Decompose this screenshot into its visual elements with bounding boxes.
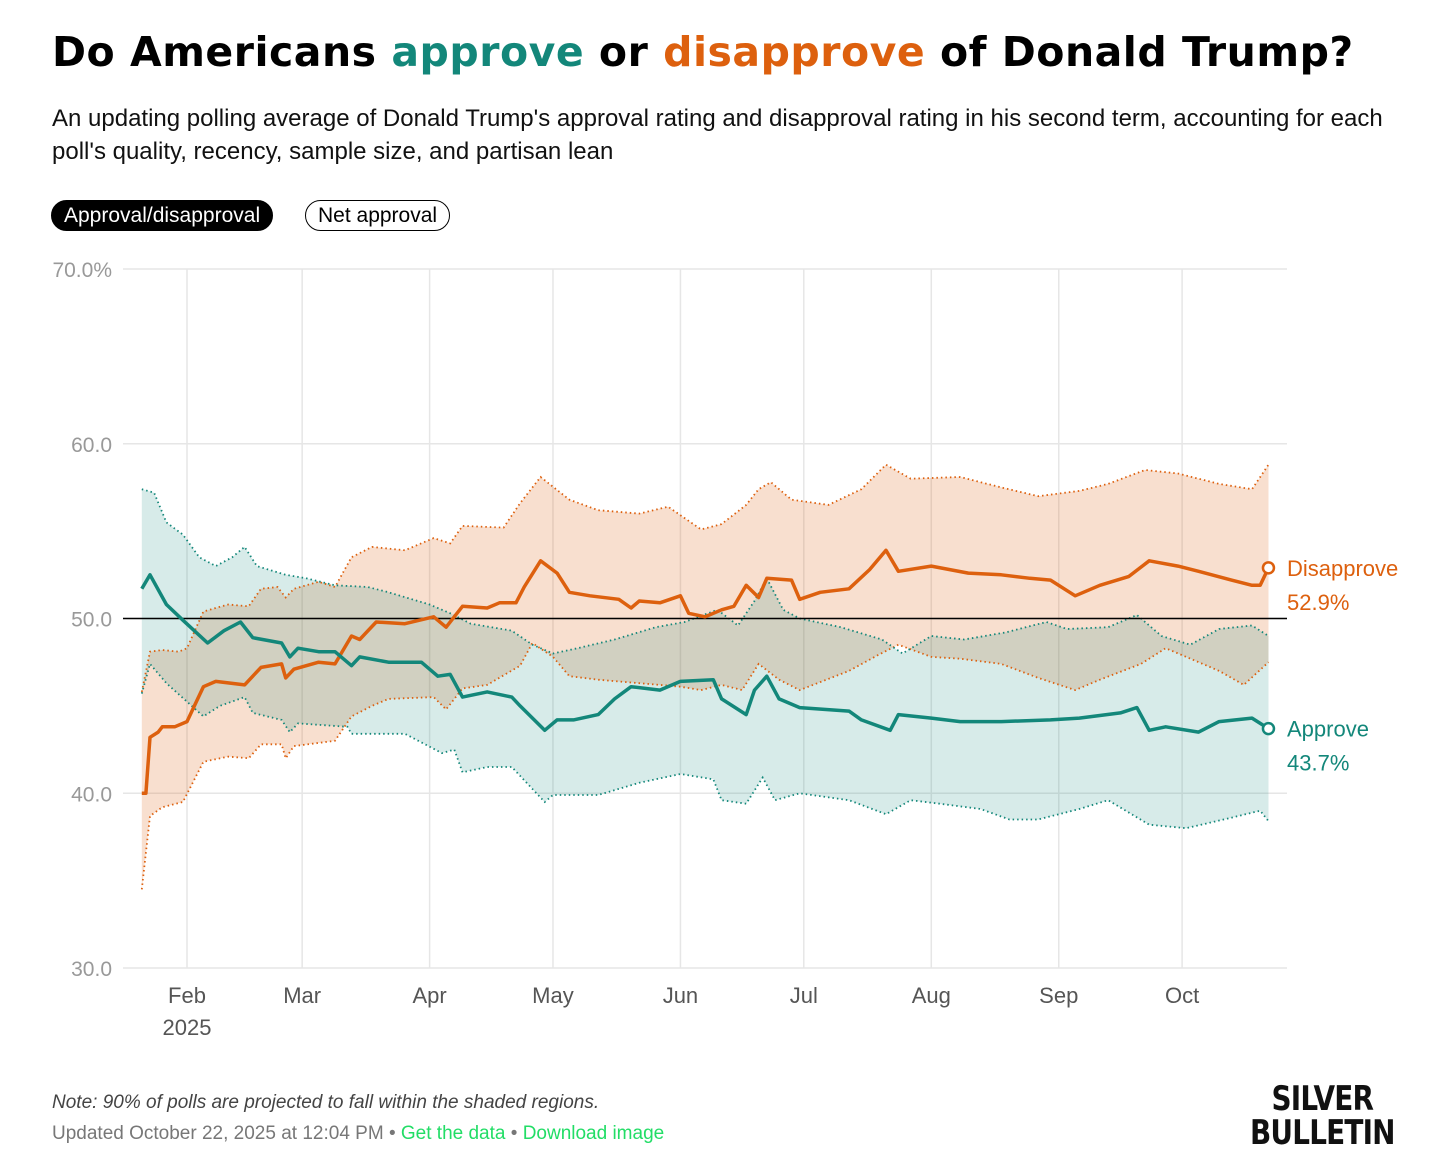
disapprove-confidence-band [141,464,1269,890]
disapprove-upper-bound [140,463,1270,693]
title-approve-word: approve [391,28,585,76]
separator: • [383,1123,401,1144]
y-tick-label: 60.0 [71,434,112,457]
x-tick-label: Oct [1165,983,1199,1008]
title-suffix: of Donald Trump? [925,28,1354,76]
approve-line [140,573,1270,734]
download-image-link[interactable]: Download image [522,1123,665,1144]
title-prefix: Do Americans [52,28,392,76]
approve-series-label: Approve [1287,717,1369,742]
x-tick-label: May [532,983,574,1008]
approve-confidence-band [141,489,1269,829]
shading-note: Note: 90% of polls are projected to fall… [52,1092,600,1113]
x-tick-label: Feb [168,983,206,1008]
disapprove-line [141,548,1271,796]
logo-line-1: SILVER [1271,1079,1374,1119]
updated-timestamp: Updated October 22, 2025 at 12:04 PM [52,1123,384,1144]
disapprove-series-label: Disapprove [1287,556,1398,581]
approval-disapproval-toggle[interactable]: Approval/disapproval [51,200,274,231]
x-tick-label: Apr [412,983,446,1008]
approve-upper-bound [141,488,1269,655]
y-tick-label: 70.0% [52,259,112,282]
get-data-link[interactable]: Get the data [400,1123,506,1144]
page-title: Do Americans approve or disapprove of Do… [52,28,1354,76]
disapprove-end-marker [1261,561,1276,575]
approve-lower-bound [140,662,1270,830]
x-tick-label: Aug [912,983,951,1008]
footer-line: Updated October 22, 2025 at 12:04 PM • G… [52,1123,664,1145]
y-tick-label: 40.0 [71,783,112,806]
x-tick-label: Jun [663,983,698,1008]
x-tick-label: Sep [1039,983,1078,1008]
x-tick-label: Mar [283,983,321,1008]
net-approval-toggle[interactable]: Net approval [305,200,451,231]
subtitle: An updating polling average of Donald Tr… [52,105,1383,165]
logo-line-2: BULLETIN [1250,1113,1395,1153]
silver-bulletin-logo: SILVER BULLETIN [1250,1082,1395,1150]
x-tick-label: Jul [790,983,818,1008]
approval-chart: 70.0% 60.0 50.0 40.0 30.0 Feb Mar Apr May Jun Jul A… [52,259,1398,1040]
approve-end-marker [1261,721,1276,736]
approve-final-value: 43.7% [1287,751,1349,776]
disapprove-lower-bound [140,641,1270,890]
title-disapprove-word: disapprove [663,28,926,76]
title-or: or [584,28,664,76]
separator: • [505,1123,523,1144]
y-tick-label: 30.0 [71,958,112,981]
y-tick-label: 50.0 [71,609,112,632]
year-label: 2025 [163,1015,212,1040]
disapprove-final-value: 52.9% [1287,590,1349,615]
